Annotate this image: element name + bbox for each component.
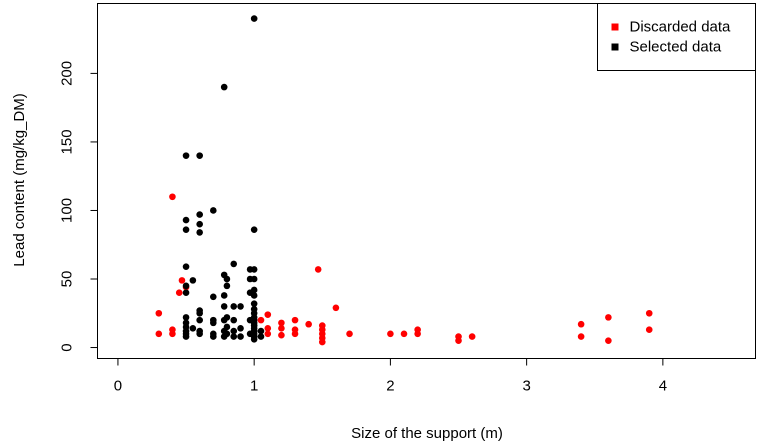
- point: [237, 303, 244, 310]
- point: [605, 337, 612, 344]
- point: [209, 333, 217, 340]
- x-axis-label: Size of the support (m): [351, 425, 503, 442]
- point: [189, 277, 197, 284]
- point: [278, 325, 285, 332]
- point: [250, 266, 258, 273]
- point: [264, 330, 272, 338]
- point: [223, 330, 231, 338]
- y-tick-label: 100: [58, 198, 75, 223]
- point: [220, 292, 228, 299]
- point: [455, 337, 462, 344]
- point: [196, 229, 203, 236]
- point: [645, 309, 653, 317]
- point: [468, 333, 476, 340]
- x-tick-label: 3: [522, 377, 530, 394]
- legend-swatch: [611, 43, 619, 51]
- point: [237, 333, 244, 340]
- point: [169, 330, 176, 338]
- point: [220, 83, 228, 91]
- point: [414, 330, 421, 338]
- point: [237, 325, 244, 332]
- point: [250, 275, 258, 283]
- point: [196, 211, 203, 218]
- point: [182, 263, 190, 270]
- y-axis-label: Lead content (mg/kg_DM): [11, 93, 28, 266]
- point: [257, 316, 265, 324]
- point: [196, 309, 203, 317]
- point: [278, 331, 285, 339]
- point: [250, 286, 258, 294]
- point: [332, 304, 340, 312]
- point: [178, 277, 186, 284]
- legend-swatch: [611, 23, 619, 31]
- point: [257, 333, 265, 340]
- y-tick-label: 150: [58, 129, 75, 154]
- point: [196, 152, 203, 159]
- point: [182, 226, 190, 233]
- y-tick-label: 50: [58, 271, 75, 288]
- point: [182, 314, 190, 321]
- point: [182, 216, 190, 224]
- y-tick-label: 200: [58, 61, 75, 86]
- point: [182, 152, 190, 159]
- point: [577, 333, 585, 340]
- point: [196, 316, 203, 324]
- point: [230, 316, 238, 324]
- legend-box: [597, 3, 756, 71]
- point: [209, 319, 217, 327]
- point: [209, 207, 217, 214]
- point: [230, 303, 238, 310]
- point: [264, 325, 272, 332]
- point: [223, 275, 231, 283]
- point: [305, 320, 312, 328]
- point: [223, 314, 231, 321]
- point: [196, 330, 203, 338]
- point: [278, 319, 285, 327]
- point: [387, 330, 394, 338]
- point: [605, 314, 612, 321]
- point: [230, 333, 238, 340]
- point: [264, 311, 272, 318]
- point: [155, 330, 163, 338]
- point: [314, 266, 322, 273]
- point: [230, 327, 238, 335]
- point: [189, 325, 197, 332]
- point: [223, 323, 231, 331]
- point: [250, 336, 258, 343]
- point: [169, 193, 176, 201]
- point: [196, 220, 203, 228]
- point: [175, 289, 183, 297]
- point: [577, 320, 585, 328]
- point: [250, 300, 258, 307]
- point: [182, 289, 190, 297]
- point: [400, 330, 408, 338]
- point: [155, 309, 163, 317]
- point: [209, 293, 217, 301]
- legend-label: Selected data: [630, 38, 722, 55]
- x-tick-label: 2: [386, 377, 394, 394]
- point: [250, 226, 258, 233]
- legend-label: Discarded data: [630, 18, 732, 35]
- point: [250, 292, 258, 299]
- x-tick-label: 0: [114, 377, 122, 394]
- y-tick-label: 0: [58, 343, 75, 351]
- point: [182, 282, 190, 290]
- point: [257, 327, 265, 335]
- point: [250, 15, 258, 22]
- x-tick-label: 4: [659, 377, 667, 394]
- point: [346, 330, 353, 338]
- point: [230, 260, 238, 268]
- point: [645, 326, 653, 334]
- point: [291, 316, 299, 324]
- point: [291, 330, 299, 338]
- point: [182, 333, 190, 340]
- point: [318, 338, 326, 346]
- point: [223, 282, 231, 290]
- x-tick-label: 1: [250, 377, 258, 394]
- point: [220, 303, 228, 310]
